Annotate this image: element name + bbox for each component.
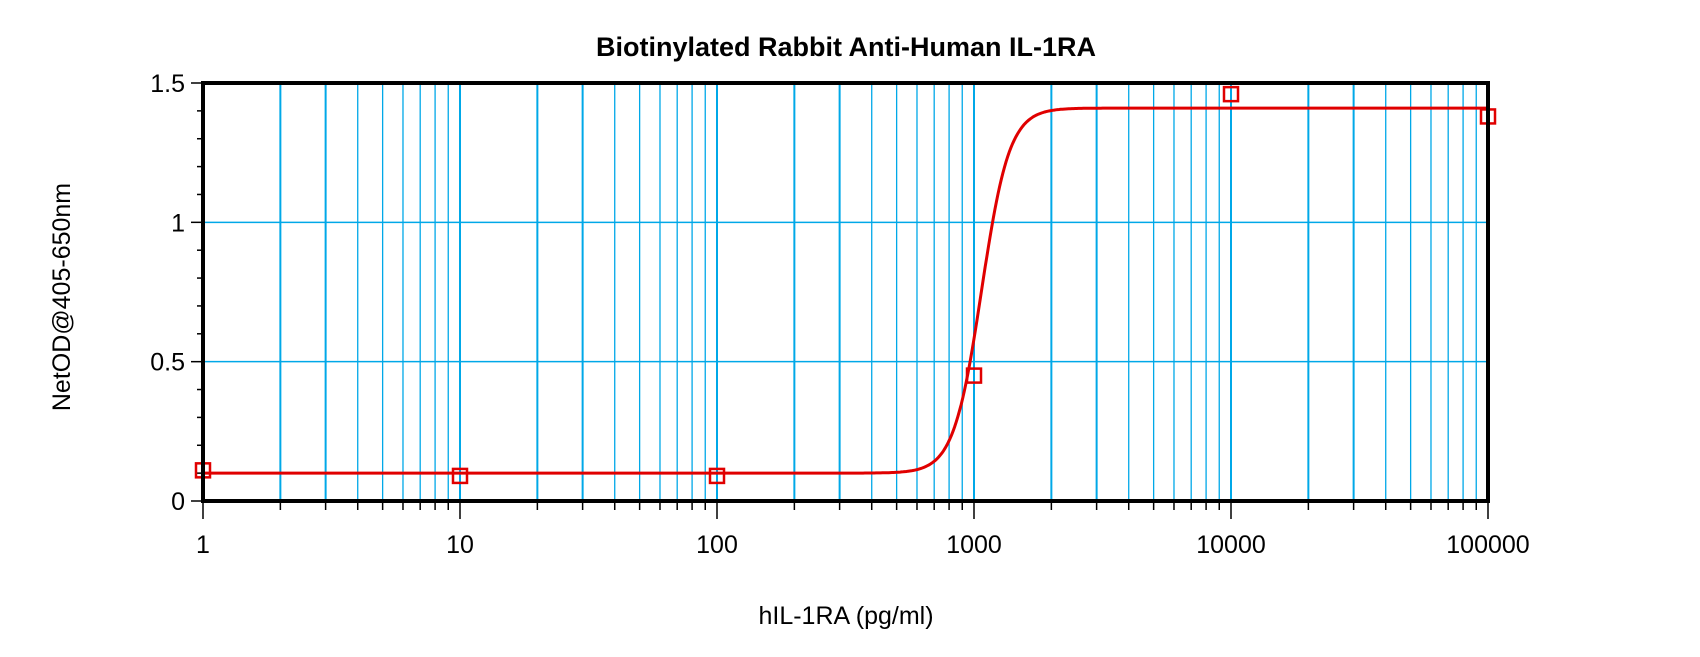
data-point <box>451 467 469 485</box>
fit-curve <box>203 106 1488 475</box>
y-tick-label: 1.5 <box>150 70 185 98</box>
y-axis-label: NetOD@405-650nm <box>48 183 76 411</box>
data-point <box>708 467 726 485</box>
fit-curve-group <box>203 106 1488 475</box>
plot-frame <box>201 81 1490 503</box>
x-tick-label: 1000 <box>946 531 1002 559</box>
y-tick-label: 1 <box>171 209 185 237</box>
y-tick-label: 0.5 <box>150 349 185 377</box>
data-point <box>965 367 983 384</box>
x-tick-label: 10 <box>446 531 474 559</box>
x-tick-label: 100000 <box>1446 531 1529 559</box>
data-points <box>194 85 1497 485</box>
x-tick-label: 100 <box>696 531 738 559</box>
x-tick-label: 1 <box>196 531 210 559</box>
tick-labels: 1 10 100 1000 10000 100000 0 0.5 1 1.5 <box>150 70 1529 559</box>
x-axis-label: hIL-1RA (pg/ml) <box>758 602 933 630</box>
grid <box>203 83 1488 501</box>
chart-title: Biotinylated Rabbit Anti-Human IL-1RA <box>596 32 1096 62</box>
data-point <box>1222 85 1240 103</box>
y-tick-label: 0 <box>171 488 185 516</box>
x-tick-label: 10000 <box>1196 531 1266 559</box>
